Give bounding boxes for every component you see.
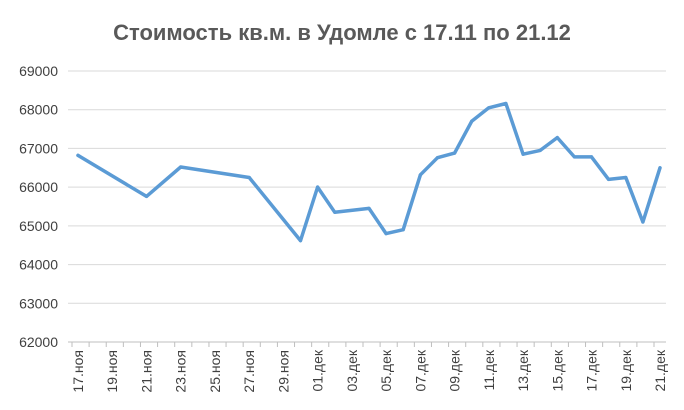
data-point — [298, 239, 303, 243]
y-tick-label: 69000 — [19, 63, 58, 79]
data-point — [401, 228, 405, 232]
data-point — [589, 155, 594, 159]
x-tick-label: 21.дек — [652, 349, 668, 391]
data-point — [435, 156, 440, 160]
data-point — [247, 175, 251, 180]
x-axis: 17.ноя 19.ноя 21.ноя 23.ноя 25.ноя 27.ноя 29.н… — [70, 342, 668, 393]
data-point — [504, 101, 508, 106]
data-point — [521, 152, 525, 156]
y-tick-label: 67000 — [19, 140, 58, 156]
y-tick-label: 64000 — [19, 257, 58, 273]
data-point — [641, 220, 645, 224]
x-tick-label: 19.дек — [618, 349, 634, 391]
data-point — [179, 165, 183, 169]
x-tick-label: 17.ноя — [70, 350, 86, 393]
x-tick-label: 21.ноя — [138, 350, 154, 393]
data-point — [555, 136, 559, 140]
data-point — [453, 151, 457, 155]
y-tick-label: 63000 — [19, 295, 58, 311]
x-tick-label: 11.дек — [481, 349, 497, 390]
x-tick-label: 15.дек — [549, 349, 565, 391]
x-tick-label: 07.дек — [412, 349, 428, 391]
data-point — [76, 153, 80, 157]
y-axis: 62000 63000 64000 65000 66000 67000 68000 69000 — [19, 63, 58, 350]
y-tick-label: 65000 — [19, 218, 58, 234]
data-point — [470, 119, 474, 123]
data-point — [624, 175, 628, 180]
x-tick-label: 13.дек — [515, 349, 531, 391]
data-point — [572, 155, 577, 159]
x-tick-label: 03.дек — [344, 349, 360, 391]
data-point — [607, 177, 611, 181]
y-tick-label: 68000 — [19, 102, 58, 118]
x-tick-label: 25.ноя — [207, 350, 223, 393]
data-point — [658, 166, 662, 170]
data-point — [538, 148, 542, 152]
data-point — [367, 206, 371, 210]
x-tick-label: 29.ноя — [275, 350, 291, 393]
x-tick-label: 05.дек — [378, 349, 394, 391]
data-point — [316, 185, 320, 189]
data-point — [333, 210, 337, 214]
x-tick-label: 17.дек — [584, 349, 600, 391]
x-tick-label: 09.дек — [447, 349, 463, 391]
x-tick-label: 23.ноя — [173, 350, 189, 393]
gridlines — [68, 70, 666, 343]
series — [76, 101, 662, 243]
data-point — [487, 106, 491, 110]
data-point — [418, 173, 422, 177]
x-tick-label: 19.ноя — [104, 350, 120, 393]
y-tick-label: 62000 — [19, 334, 58, 350]
series-line — [76, 101, 662, 243]
data-point — [384, 232, 388, 236]
x-tick-label: 01.дек — [310, 349, 326, 391]
chart-title: Стоимость кв.м. в Удомле с 17.11 по 21.1… — [113, 20, 571, 45]
data-point — [144, 194, 149, 198]
x-tick-label: 27.ноя — [241, 350, 257, 393]
y-tick-label: 66000 — [19, 179, 58, 195]
